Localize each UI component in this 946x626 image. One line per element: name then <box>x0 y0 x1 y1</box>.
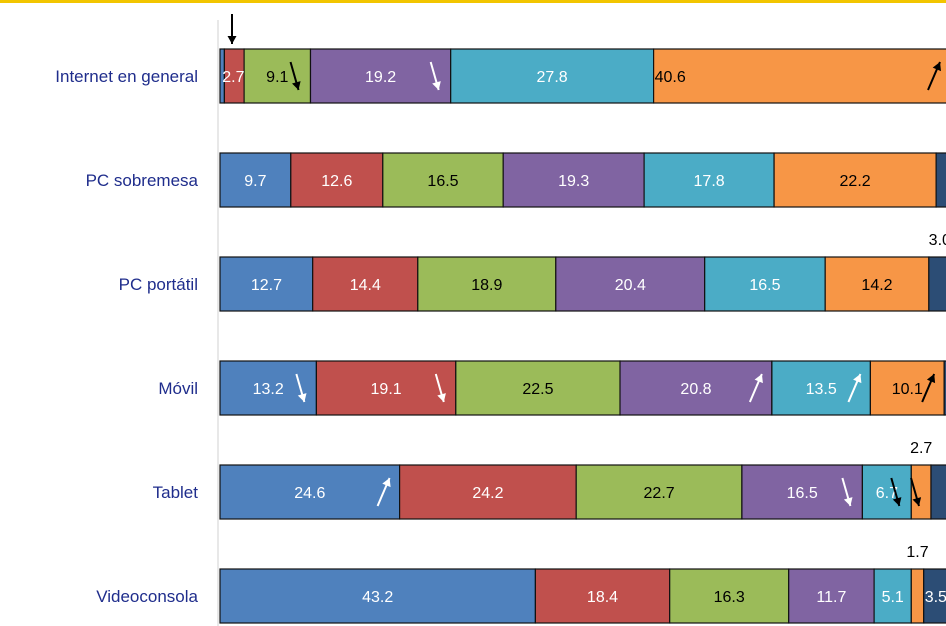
data-label: 5.1 <box>882 589 904 606</box>
data-label: 17.8 <box>694 173 725 190</box>
trend-arrow-head <box>297 393 307 402</box>
trend-arrow-head <box>932 62 941 72</box>
data-label: 22.5 <box>522 381 553 398</box>
data-label: 2.7 <box>910 440 932 457</box>
data-label: 6.7 <box>876 485 898 502</box>
data-label: 19.1 <box>371 381 402 398</box>
data-label: 13.5 <box>806 381 837 398</box>
bar-segment <box>417 256 557 312</box>
bar-segment <box>869 360 945 416</box>
bar-segment <box>382 152 504 208</box>
bar-segment <box>910 568 925 624</box>
bar-segment <box>935 152 946 208</box>
category-label: Tablet <box>153 483 199 502</box>
data-label: 18.9 <box>471 277 502 294</box>
bar-segment <box>861 464 912 520</box>
data-label: 20.4 <box>615 277 646 294</box>
bar-segment <box>502 152 645 208</box>
bar-segment <box>219 152 292 208</box>
bar-segment <box>219 256 314 312</box>
data-label: 19.2 <box>365 69 396 86</box>
bar-segment <box>704 256 826 312</box>
data-label: 20.8 <box>680 381 711 398</box>
bar-segment <box>943 360 946 416</box>
data-label: 22.2 <box>840 173 871 190</box>
bar-segment <box>455 360 621 416</box>
data-label: 16.5 <box>787 485 818 502</box>
data-label: 16.5 <box>749 277 780 294</box>
data-label: 10.1 <box>892 381 923 398</box>
trend-arrows <box>227 14 941 507</box>
bar-segment <box>773 152 937 208</box>
bar-segment <box>928 256 946 312</box>
bar-segment <box>315 360 457 416</box>
data-label: 24.2 <box>472 485 503 502</box>
bar-segment <box>643 152 775 208</box>
category-label: Móvil <box>158 379 198 398</box>
category-label: PC sobremesa <box>86 171 199 190</box>
trend-arrow-head <box>853 374 862 384</box>
data-label: 13.2 <box>253 381 284 398</box>
data-label: 14.4 <box>350 277 381 294</box>
data-label: 22.7 <box>644 485 675 502</box>
data-label: 9.7 <box>244 173 266 190</box>
bars <box>219 48 946 624</box>
bar-segment <box>930 464 946 520</box>
bar-segment <box>741 464 864 520</box>
bar-segment <box>669 568 790 624</box>
trend-arrow-head <box>292 81 301 90</box>
bar-segment <box>243 48 312 104</box>
trend-arrow-head <box>892 497 902 506</box>
bar-segment <box>312 256 419 312</box>
data-label: 43.2 <box>362 589 393 606</box>
bar-segment <box>652 48 946 104</box>
category-label: Videoconsola <box>96 587 198 606</box>
trend-arrow-head <box>754 374 763 384</box>
data-label: 12.6 <box>321 173 352 190</box>
bar-segment <box>219 464 401 520</box>
data-label: 1.7 <box>906 544 928 561</box>
data-label: 12.7 <box>251 277 282 294</box>
bar-segment <box>534 568 671 624</box>
data-label: 19.3 <box>558 173 589 190</box>
data-label: 18.4 <box>587 589 618 606</box>
trend-arrow-head <box>843 497 853 506</box>
labels: Internet en general 2.7 9.1 19.2 27.8 40.6 PC … <box>55 67 946 606</box>
trend-arrow-head <box>227 36 237 44</box>
trend-arrow-head <box>926 374 936 384</box>
data-label: 16.5 <box>427 173 458 190</box>
bar-segment <box>923 568 946 624</box>
category-label: Internet en general <box>55 67 198 86</box>
data-label: 2.7 <box>222 69 244 86</box>
data-label: 27.8 <box>537 69 568 86</box>
trend-arrow-head <box>382 478 391 488</box>
bar-segment <box>788 568 875 624</box>
data-label: 9.1 <box>266 69 288 86</box>
bar-segment <box>399 464 577 520</box>
data-label: 16.3 <box>714 589 745 606</box>
data-label: 40.6 <box>655 69 686 86</box>
trend-arrow-head <box>437 393 446 402</box>
bar-segment <box>575 464 743 520</box>
trend-arrow-head <box>432 81 441 90</box>
bar-segment <box>290 152 384 208</box>
bar-segment <box>219 568 536 624</box>
trend-arrow-head <box>912 497 922 506</box>
data-label: 24.6 <box>294 485 325 502</box>
top-accent-rule <box>0 0 946 3</box>
data-label: 3.5 <box>925 589 946 606</box>
bar-segment <box>555 256 706 312</box>
data-label: 11.7 <box>816 589 846 606</box>
category-label: PC portátil <box>119 275 198 294</box>
data-label: 3.0 <box>929 232 946 249</box>
bar-segment <box>873 568 912 624</box>
data-label: 14.2 <box>861 277 892 294</box>
